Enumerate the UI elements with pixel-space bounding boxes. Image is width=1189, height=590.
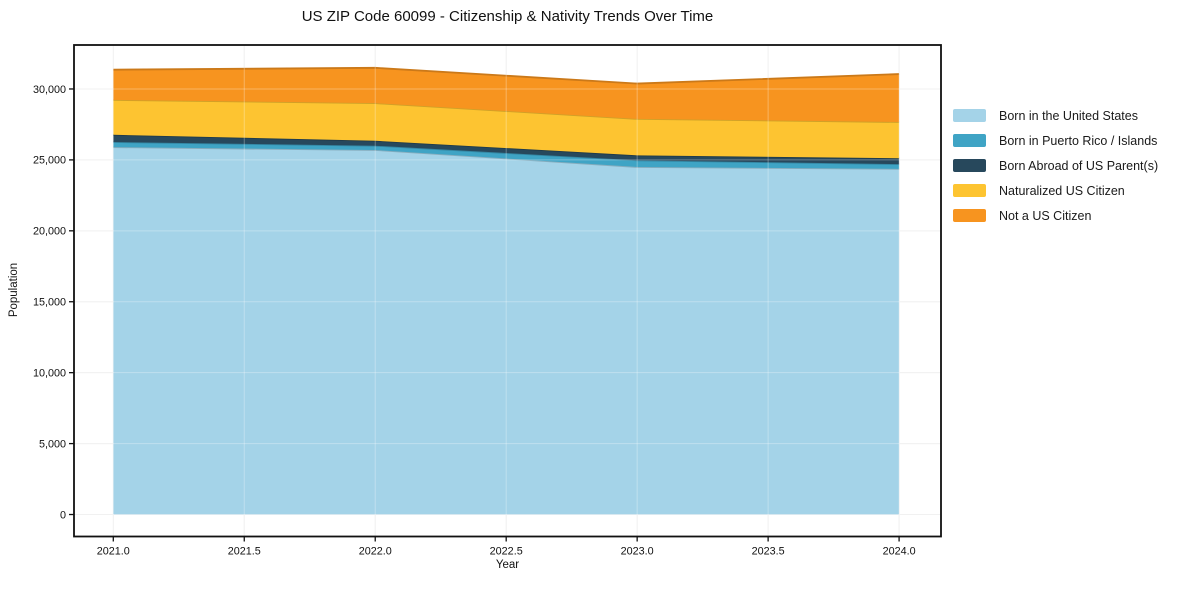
area-topline-born-abroad-of-us-parent-s	[113, 133, 900, 160]
y-tick-label: 5,000	[39, 438, 66, 450]
legend-label: Born in the United States	[999, 108, 1138, 123]
x-tick-label: 2022.0	[359, 546, 392, 558]
legend-swatch	[953, 134, 986, 147]
x-tick-label: 2023.5	[752, 546, 785, 558]
x-tick-label: 2024.0	[883, 546, 916, 558]
legend-item[interactable]: Not a US Citizen	[953, 203, 1158, 228]
x-tick-label: 2022.5	[490, 546, 523, 558]
legend-label: Not a US Citizen	[999, 208, 1092, 223]
area-naturalized-us-citizen	[113, 99, 900, 159]
x-tick-label: 2023.0	[621, 546, 654, 558]
y-tick-label: 10,000	[33, 367, 66, 379]
plot-frame	[73, 44, 942, 538]
x-tick-label: 2021.0	[97, 546, 130, 558]
y-tick-label: 20,000	[33, 226, 66, 238]
legend-swatch	[953, 184, 986, 197]
y-tick-label: 0	[60, 509, 66, 521]
y-axis-label: Population	[8, 262, 20, 318]
x-axis-label: Year	[495, 559, 520, 571]
chart-title: US ZIP Code 60099 - Citizenship & Nativi…	[301, 8, 714, 25]
legend-label: Born Abroad of US Parent(s)	[999, 158, 1159, 173]
legend-swatch	[953, 109, 986, 122]
y-tick-label: 25,000	[33, 155, 66, 167]
legend-item[interactable]: Born in the United States	[953, 103, 1158, 128]
legend-item[interactable]: Born Abroad of US Parent(s)	[953, 153, 1158, 178]
legend-swatch	[953, 159, 986, 172]
y-tick-label: 15,000	[33, 297, 66, 309]
legend-label: Naturalized US Citizen	[999, 183, 1125, 198]
y-tick-label: 30,000	[33, 84, 66, 96]
legend-label: Born in Puerto Rico / Islands	[999, 133, 1158, 148]
legend-item[interactable]: Born in Puerto Rico / Islands	[953, 128, 1158, 153]
area-topline-not-a-us-citizen	[113, 66, 900, 85]
area-born-in-the-united-states	[113, 147, 900, 515]
legend-swatch	[953, 209, 986, 222]
legend: Born in the United States Born in Puerto …	[953, 103, 1158, 228]
legend-item[interactable]: Naturalized US Citizen	[953, 178, 1158, 203]
x-tick-label: 2021.5	[228, 546, 261, 558]
